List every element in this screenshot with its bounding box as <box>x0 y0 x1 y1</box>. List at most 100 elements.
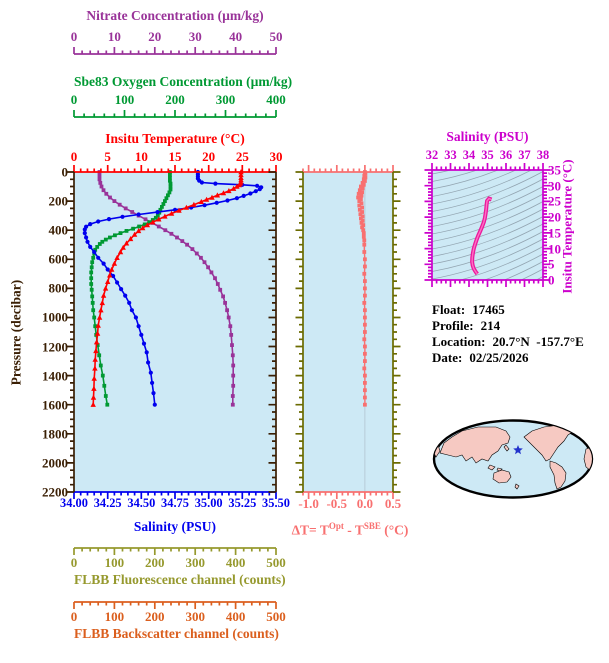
japan-landmass <box>503 444 510 452</box>
tick-label: 35.25 <box>228 496 257 510</box>
tick-label: 800 <box>48 280 69 296</box>
pressure-axis-title: Pressure (decibar) <box>8 279 24 386</box>
tick-label: 10 <box>107 29 121 44</box>
date-line: Date: 02/25/2026 <box>432 350 529 365</box>
tick-label: 0 <box>70 149 78 164</box>
tick-label: 35 <box>481 148 494 162</box>
tick-label: 20 <box>548 209 561 225</box>
tick-label: 5 <box>104 149 111 164</box>
tick-label: 10 <box>134 149 148 164</box>
tick-label: 35.50 <box>262 496 290 510</box>
tick-label: 1000 <box>42 309 68 325</box>
ts-salinity-axis-title: Salinity (PSU) <box>446 129 529 144</box>
tick-label: -0.5 <box>326 496 348 511</box>
tick-label: 200 <box>48 193 69 209</box>
tick-label: 400 <box>225 609 246 624</box>
tick-label: 0.0 <box>356 496 373 511</box>
tick-label: 30 <box>188 29 202 44</box>
float-info-block: Float: 17465 Profile: 214 Location: 20.7°N … <box>432 302 584 366</box>
tick-label: 34.00 <box>60 496 88 510</box>
tick-label: 20 <box>148 29 162 44</box>
salinity-axis-title: Salinity (PSU) <box>133 519 217 534</box>
ts-temperature-axis-title: Insitu Temperature (°C) <box>559 159 575 294</box>
tick-label: 400 <box>266 92 286 107</box>
tick-label: 200 <box>165 92 185 107</box>
tick-label: 15 <box>168 149 182 164</box>
tick-label: 38 <box>536 148 550 162</box>
backscatter-tick-labels: 0 100 200 300 400 500 <box>70 609 286 624</box>
float-location-marker <box>513 445 523 455</box>
tick-label: 25 <box>548 193 561 209</box>
temperature-tick-labels: 0 5 10 15 20 25 30 <box>70 149 283 164</box>
tick-label: 1200 <box>42 339 68 355</box>
tick-label: 0 <box>70 29 78 44</box>
pressure-tick-labels: 0 200 400 600 800 1000 1200 1400 1600 1800 2000 220… <box>30 166 69 499</box>
tick-label: 15 <box>548 225 561 241</box>
nitrate-axis-title: Nitrate Concentration (µm/kg) <box>86 8 264 23</box>
tick-label: 37 <box>518 148 531 162</box>
tick-label: 30 <box>548 178 561 194</box>
temperature-curve <box>90 169 244 407</box>
tick-label: 25 <box>235 149 249 164</box>
tick-label: 5 <box>548 256 555 272</box>
tick-label: 1400 <box>42 368 68 384</box>
tick-label: 33 <box>444 148 457 162</box>
tick-label: 34.50 <box>127 496 156 510</box>
fluorescence-tick-labels: 0 100 200 300 400 500 <box>70 555 286 570</box>
continents <box>434 421 592 498</box>
tick-label: 0 <box>70 92 78 107</box>
oxygen-tick-labels: 0 100 200 300 400 <box>70 92 286 107</box>
tick-label: 2000 <box>42 455 68 471</box>
tick-label: 36 <box>499 148 513 162</box>
tick-label: -1.0 <box>298 496 319 511</box>
tick-label: 0 <box>548 272 555 288</box>
new-zealand-landmass <box>514 483 520 490</box>
fluorescence-axis-title: FLBB Fluorescence channel (counts) <box>74 572 286 587</box>
delta-plot-area <box>303 172 393 492</box>
tick-label: 500 <box>266 609 286 624</box>
t_s_curve-core-curve <box>471 197 492 275</box>
location-line: Location: 20.7°N -157.7°E <box>432 334 584 349</box>
delta-t-tick-labels: -1.0 -0.5 0.0 0.5 <box>298 496 401 511</box>
tick-label: 600 <box>48 251 69 267</box>
tick-label: 35.00 <box>194 496 223 510</box>
tick-label: 100 <box>114 92 135 107</box>
profile-number-line: Profile: 214 <box>432 318 501 333</box>
temperature-axis-title: Insitu Temperature (°C) <box>105 131 245 146</box>
delta_t-curve <box>356 170 368 407</box>
salinity-tick-labels: 34.00 34.25 34.50 34.75 35.00 35.25 35.50 <box>60 496 290 511</box>
tick-label: 300 <box>185 555 205 570</box>
tick-label: 34.25 <box>93 496 122 510</box>
eurasia-landmass <box>439 426 511 464</box>
float-id-line: Float: 17465 <box>432 302 505 317</box>
tick-label: 1600 <box>42 397 68 413</box>
ts-temperature-tick-labels: 35 30 25 20 15 10 5 0 <box>548 164 572 287</box>
tick-label: 30 <box>269 149 283 164</box>
ts-curve-group <box>470 196 493 276</box>
isopycnal-contours <box>432 170 543 280</box>
tick-label: 0 <box>61 164 69 180</box>
tick-label: 0.5 <box>384 496 402 511</box>
tick-label: 34 <box>462 148 476 162</box>
nitrate-tick-labels: 0 10 20 30 40 50 <box>70 29 283 44</box>
tick-label: 32 <box>425 148 439 162</box>
south-america-landmass <box>549 460 567 490</box>
tick-label: 0 <box>70 609 78 624</box>
tick-label: 300 <box>215 92 236 107</box>
australia-landmass <box>492 469 512 484</box>
tick-label: 100 <box>104 609 125 624</box>
tick-label: 300 <box>185 609 205 624</box>
north-america-landmass <box>523 424 575 462</box>
tick-label: 34.75 <box>161 496 189 510</box>
greenland-landmass <box>569 421 582 431</box>
world-map <box>432 419 594 499</box>
tick-label: 0 <box>70 555 78 570</box>
tick-label: 50 <box>269 29 283 44</box>
salinity-curve <box>82 169 264 407</box>
tick-label: 200 <box>145 609 165 624</box>
tick-label: 1800 <box>42 426 68 442</box>
main-plot-area <box>74 172 276 492</box>
tick-label: 35 <box>548 162 561 178</box>
ts-salinity-tick-labels: 32 33 34 35 36 37 38 <box>426 148 549 163</box>
